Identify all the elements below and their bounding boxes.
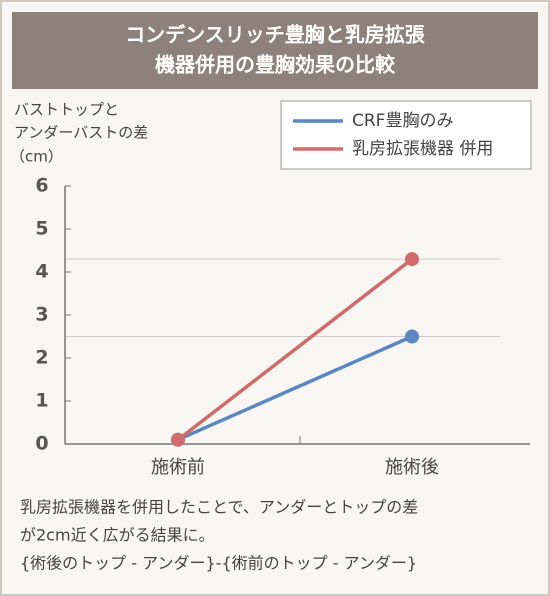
caption: が2cm近く広がる結果に。 (20, 526, 215, 545)
series-line (176, 257, 414, 442)
chart-title: コンデンスリッチ豊胸と乳房拡張 (125, 23, 426, 47)
title-box (12, 12, 538, 89)
y-tick-label: 4 (35, 261, 48, 283)
y-tick-label: 3 (35, 304, 48, 326)
x-tick-label: 施術前 (151, 457, 205, 478)
y-tick-label: 1 (35, 390, 48, 412)
point (405, 329, 419, 344)
chart-title: 機器併用の豊胸効果の比較 (155, 53, 396, 77)
y-tick-label: 6 (35, 175, 48, 197)
caption: 乳房拡張機器を併用したことで、アンダーとトップの差 (20, 498, 418, 517)
caption: {術後のトップ - アンダー}-{術前のトップ - アンダー} (20, 554, 417, 573)
y-axis-label: アンダーバストの差 (14, 124, 148, 142)
y-axis-label: バストトップと (14, 101, 119, 119)
legend (280, 100, 532, 170)
point (171, 432, 185, 447)
y-axis-label: （cm） (10, 148, 63, 166)
y-tick-label: 5 (35, 218, 48, 240)
x-tick-label: 施術後 (385, 457, 439, 478)
y-tick-label: 0 (35, 433, 48, 455)
legend-label: CRF豊胸のみ (352, 111, 453, 131)
y-tick-label: 2 (35, 347, 48, 369)
point (405, 252, 419, 267)
legend-label: 乳房拡張機器 併用 (352, 139, 493, 159)
series-line (177, 334, 413, 442)
